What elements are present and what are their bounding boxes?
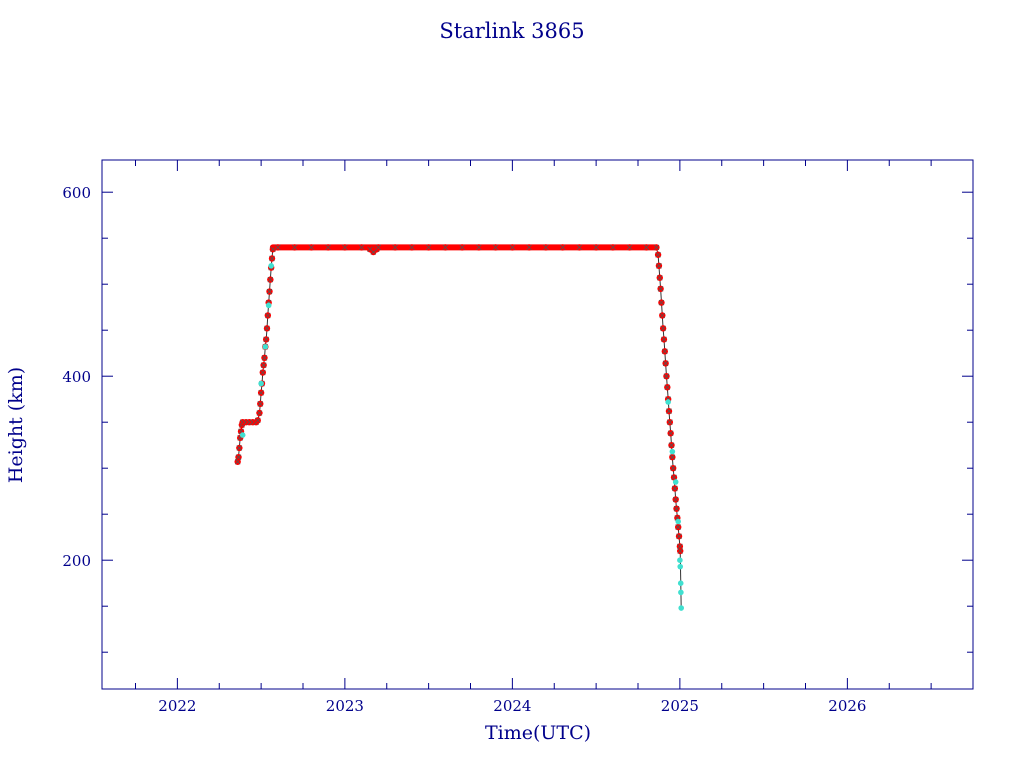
y-axis-label: Height (km) <box>5 367 27 483</box>
data-point-alt <box>675 518 681 525</box>
data-point-alt <box>677 557 683 563</box>
x-tick-label: 2025 <box>661 697 699 715</box>
data-point-alt <box>677 563 684 570</box>
data-point-cross <box>677 543 683 550</box>
data-point-cross <box>672 485 678 492</box>
data-point-cross <box>325 244 331 251</box>
data-point-cross <box>653 244 660 251</box>
data-point-alt <box>672 479 679 485</box>
data-point-cross <box>667 430 674 437</box>
data-point-cross <box>260 369 266 376</box>
y-axis-tick-labels: 200 400 600 <box>62 184 91 570</box>
data-point-cross <box>659 312 666 319</box>
data-point-cross <box>258 389 264 396</box>
data-point-cross <box>662 360 669 367</box>
data-point-cross <box>593 244 599 251</box>
data-point-cross <box>670 465 676 471</box>
data-point-alt <box>665 399 671 405</box>
x-tick-label: 2023 <box>326 697 364 715</box>
data-point-cross <box>655 251 661 258</box>
data-point-alt <box>239 432 246 438</box>
data-point-cross <box>492 244 499 251</box>
x-axis-tick-labels: 2022 2023 2024 2025 2026 <box>158 697 866 715</box>
data-point-cross <box>392 244 398 251</box>
x-tick-label: 2026 <box>828 697 866 715</box>
data-point-cross <box>661 336 667 343</box>
data-point-cross <box>626 244 633 251</box>
series-layer <box>234 244 685 611</box>
data-point-alt <box>678 589 684 596</box>
data-point-cross <box>666 408 672 414</box>
data-point-cross <box>275 244 281 251</box>
data-point-cross <box>254 417 261 424</box>
data-point-cross <box>257 401 264 407</box>
data-point-cross <box>677 548 683 554</box>
data-point-cross <box>671 474 677 481</box>
data-point-alt <box>258 380 264 387</box>
data-point-cross <box>442 244 449 251</box>
chart-title: Starlink 3865 <box>439 19 584 43</box>
data-point-alt <box>677 580 684 586</box>
data-point-cross <box>643 244 650 251</box>
data-point-cross <box>656 263 662 269</box>
data-point-cross <box>526 244 532 251</box>
x-axis-label: Time(UTC) <box>485 722 591 744</box>
data-point-cross <box>676 533 682 540</box>
plot-frame <box>101 159 974 690</box>
data-point-alt <box>669 448 676 455</box>
data-point-cross <box>668 442 675 448</box>
x-axis-ticks <box>135 160 974 689</box>
data-point-cross <box>664 384 671 391</box>
x-tick-label: 2024 <box>493 697 531 715</box>
data-point-cross <box>576 244 583 251</box>
data-point-cross <box>358 244 365 251</box>
data-point-alt <box>268 263 274 269</box>
data-point-cross <box>264 325 270 332</box>
data-point-cross <box>663 373 670 379</box>
data-point-cross <box>425 244 432 251</box>
y-tick-label: 600 <box>62 184 91 202</box>
data-point-cross <box>559 244 566 251</box>
data-point-cross <box>662 348 668 355</box>
data-point-cross <box>269 255 275 262</box>
data-point-cross <box>459 244 465 251</box>
data-point-cross <box>409 244 415 251</box>
data-point-cross <box>657 286 664 292</box>
data-point-cross <box>375 244 382 251</box>
data-point-cross <box>656 274 663 281</box>
data-point-cross <box>675 524 681 530</box>
data-point-cross <box>610 244 616 251</box>
data-point-cross <box>267 276 274 283</box>
data-point-cross <box>543 244 549 251</box>
data-point-alt <box>678 605 685 611</box>
y-tick-label: 400 <box>62 368 91 386</box>
y-axis-ticks <box>102 191 973 653</box>
data-point-cross <box>672 496 679 503</box>
data-point-alt <box>265 302 272 309</box>
data-point-cross <box>260 362 267 368</box>
data-point-cross <box>256 410 263 416</box>
data-point-cross <box>270 246 276 253</box>
height-trace-line <box>237 246 682 609</box>
data-point-alt <box>262 343 269 350</box>
data-point-cross <box>667 419 673 425</box>
data-point-cross <box>236 445 243 451</box>
data-point-cross <box>266 288 273 295</box>
data-point-cross <box>509 244 516 251</box>
y-tick-label: 200 <box>62 552 91 570</box>
data-point-cross <box>291 244 298 251</box>
data-point-cross <box>673 505 680 512</box>
data-point-cross <box>235 454 242 460</box>
data-point-cross <box>263 336 269 343</box>
data-point-cross <box>308 244 315 251</box>
data-point-cross <box>261 355 268 361</box>
data-point-cross <box>658 299 665 306</box>
data-point-cross <box>669 454 676 460</box>
x-tick-label: 2022 <box>158 697 196 715</box>
data-point-cross <box>342 244 348 251</box>
data-point-cross <box>660 325 666 332</box>
data-point-cross <box>265 312 271 319</box>
data-point-cross <box>476 244 482 251</box>
